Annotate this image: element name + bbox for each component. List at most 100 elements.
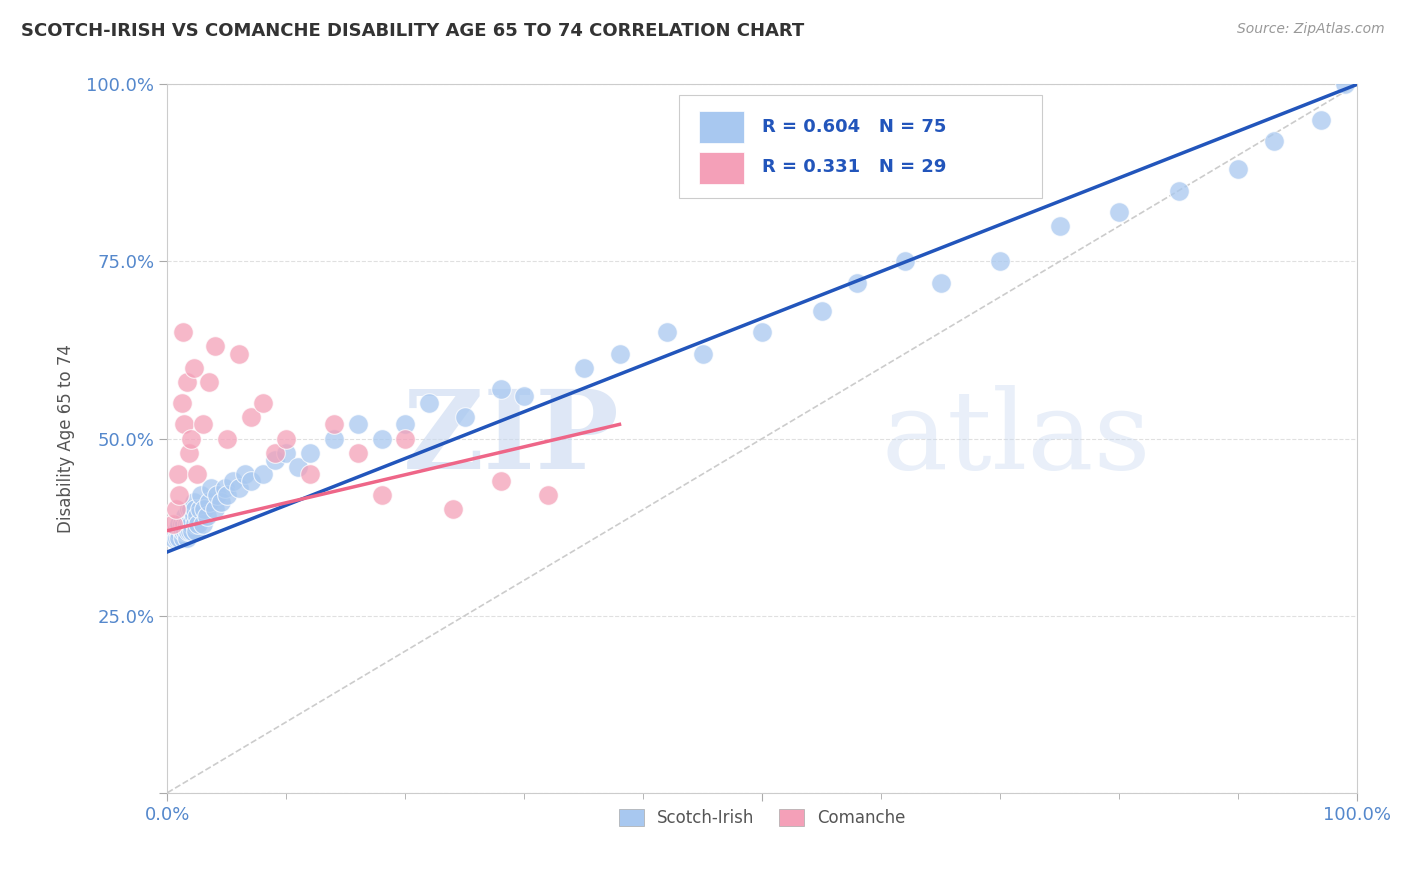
Point <box>215 488 238 502</box>
Point <box>193 502 215 516</box>
Point <box>170 524 193 538</box>
Point <box>204 502 226 516</box>
Point <box>169 516 191 531</box>
Point <box>188 502 211 516</box>
Point <box>172 531 194 545</box>
Point <box>299 467 322 481</box>
Point <box>177 502 200 516</box>
Point <box>176 375 198 389</box>
Point <box>176 531 198 545</box>
Point <box>1227 162 1250 177</box>
Point <box>170 396 193 410</box>
Point <box>187 516 209 531</box>
Point <box>323 417 346 432</box>
Point <box>418 396 440 410</box>
Point <box>209 495 232 509</box>
Point <box>655 326 678 340</box>
Point <box>346 417 368 432</box>
Point <box>174 509 197 524</box>
Point <box>228 346 250 360</box>
Text: ZIP: ZIP <box>402 385 620 492</box>
Point <box>810 304 832 318</box>
Point <box>239 410 262 425</box>
Point <box>172 524 194 538</box>
FancyBboxPatch shape <box>699 152 744 184</box>
Text: SCOTCH-IRISH VS COMANCHE DISABILITY AGE 65 TO 74 CORRELATION CHART: SCOTCH-IRISH VS COMANCHE DISABILITY AGE … <box>21 22 804 40</box>
Point <box>214 481 236 495</box>
Point <box>167 524 190 538</box>
Point <box>454 410 477 425</box>
Point <box>180 432 202 446</box>
Point <box>173 516 195 531</box>
Point <box>186 467 208 481</box>
Point <box>370 432 392 446</box>
Point <box>572 360 595 375</box>
Y-axis label: Disability Age 65 to 74: Disability Age 65 to 74 <box>58 344 75 533</box>
Point <box>165 502 187 516</box>
Point <box>489 382 512 396</box>
Text: R = 0.604   N = 75: R = 0.604 N = 75 <box>762 118 946 136</box>
Point <box>1334 78 1357 92</box>
Point <box>370 488 392 502</box>
Point <box>1310 112 1333 127</box>
Point <box>198 495 221 509</box>
Point <box>1167 184 1189 198</box>
Point <box>165 524 187 538</box>
Point <box>394 432 416 446</box>
Point <box>186 509 208 524</box>
Point <box>287 459 309 474</box>
Point <box>183 509 205 524</box>
Point <box>252 467 274 481</box>
Point <box>276 432 298 446</box>
Legend: Scotch-Irish, Comanche: Scotch-Irish, Comanche <box>612 803 912 834</box>
Point <box>184 502 207 516</box>
Point <box>263 452 285 467</box>
Point <box>193 516 215 531</box>
Point <box>166 531 188 545</box>
Point <box>184 524 207 538</box>
Point <box>846 276 869 290</box>
Point <box>167 467 190 481</box>
Point <box>177 516 200 531</box>
Point <box>177 524 200 538</box>
Point <box>609 346 631 360</box>
Point <box>489 474 512 488</box>
Point <box>184 516 207 531</box>
Point <box>929 276 952 290</box>
Point <box>204 339 226 353</box>
Point <box>200 481 222 495</box>
Point <box>323 432 346 446</box>
Point <box>1049 219 1071 233</box>
Point <box>181 524 204 538</box>
Point <box>276 446 298 460</box>
Point <box>513 389 536 403</box>
Point <box>222 474 245 488</box>
Point <box>346 446 368 460</box>
Point <box>239 474 262 488</box>
Point <box>162 531 184 545</box>
Point <box>233 467 256 481</box>
Point <box>174 524 197 538</box>
Point <box>183 360 205 375</box>
Point <box>169 488 191 502</box>
Point <box>180 502 202 516</box>
Point <box>692 346 714 360</box>
Point <box>172 326 194 340</box>
Point <box>169 531 191 545</box>
Point <box>193 417 215 432</box>
Point <box>179 524 201 538</box>
Point <box>195 509 218 524</box>
Point <box>252 396 274 410</box>
Point <box>198 375 221 389</box>
Text: R = 0.331   N = 29: R = 0.331 N = 29 <box>762 158 946 177</box>
Point <box>1263 134 1285 148</box>
Point <box>441 502 464 516</box>
FancyBboxPatch shape <box>679 95 1042 198</box>
FancyBboxPatch shape <box>699 112 744 144</box>
Point <box>394 417 416 432</box>
Point <box>894 254 917 268</box>
Point <box>173 417 195 432</box>
Point <box>988 254 1011 268</box>
Point <box>228 481 250 495</box>
Point <box>180 516 202 531</box>
